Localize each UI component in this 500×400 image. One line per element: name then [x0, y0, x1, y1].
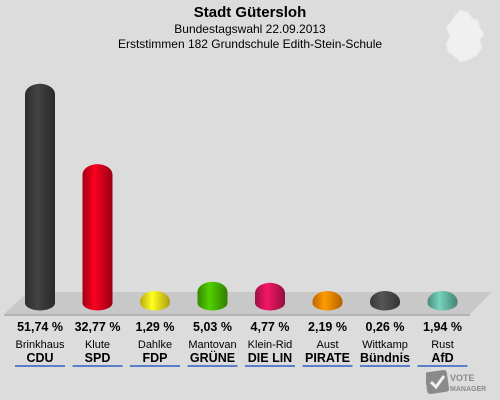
watermark-vote: VOTE — [450, 373, 475, 383]
chart-title: Stadt Gütersloh — [193, 4, 307, 21]
value-label: 1,94 % — [423, 320, 462, 334]
candidate-label: Rust — [431, 339, 454, 351]
value-label: 32,77 % — [75, 320, 121, 334]
party-label: FDP — [143, 351, 168, 365]
bar-pirate — [312, 291, 343, 311]
bar-gr-ne — [197, 281, 228, 311]
value-label: 1,29 % — [136, 320, 175, 334]
bar-fdp — [140, 291, 170, 311]
candidate-label: Dahlke — [138, 339, 172, 351]
bar-spd — [82, 164, 113, 311]
germany-map-icon — [445, 9, 485, 63]
value-label: 5,03 % — [193, 320, 232, 334]
party-label: PIRATE — [305, 351, 350, 365]
chart-subtitle: Bundestagswahl 22.09.2013 — [174, 22, 326, 36]
candidate-label: Klein-Rid — [248, 339, 293, 351]
party-label: AfD — [431, 351, 453, 365]
bar-afd — [427, 291, 458, 311]
chart-floor — [4, 292, 492, 314]
watermark-manager: MANAGER — [450, 386, 486, 393]
party-label: CDU — [26, 351, 53, 365]
bar-cdu — [25, 83, 55, 311]
candidate-label: Wittkamp — [362, 339, 408, 351]
candidate-label: Brinkhaus — [16, 339, 65, 351]
party-label: Bündnis — [360, 351, 410, 365]
value-label: 0,26 % — [366, 320, 405, 334]
value-label: 2,19 % — [308, 320, 347, 334]
value-label: 4,77 % — [251, 320, 290, 334]
chart-subtitle-2: Erststimmen 182 Grundschule Edith-Stein-… — [117, 37, 383, 51]
candidate-label: Klute — [85, 339, 110, 351]
party-label: GRÜNE — [190, 350, 235, 365]
party-label: DIE LIN — [248, 351, 292, 365]
value-label: 51,74 % — [17, 320, 63, 334]
bar-b-ndnis — [370, 291, 400, 311]
bar-die-lin — [255, 282, 285, 311]
candidate-label: Aust — [316, 339, 338, 351]
vote-manager-logo: VOTE MANAGER — [426, 370, 486, 395]
candidate-label: Mantovan — [188, 339, 236, 351]
chart-floor-edge — [4, 314, 470, 316]
party-label: SPD — [85, 351, 111, 365]
